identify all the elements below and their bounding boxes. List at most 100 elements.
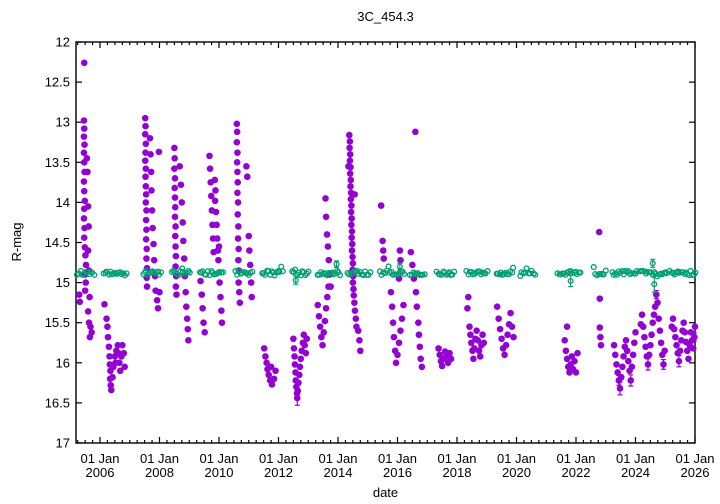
target-data-point [179, 219, 187, 226]
target-data-point [648, 331, 655, 339]
target-data-point [141, 157, 149, 164]
comparison-data-point [651, 281, 658, 288]
target-data-point [320, 329, 328, 336]
target-data-point [620, 353, 627, 360]
target-data-point [172, 252, 180, 260]
target-data-point [200, 319, 207, 327]
target-data-point [314, 301, 322, 309]
y-tick-label: 14 [56, 195, 70, 210]
target-data-point [447, 355, 455, 363]
target-data-point [84, 203, 92, 210]
target-data-point [243, 173, 251, 181]
comparison-data-point [305, 268, 312, 275]
target-data-point [83, 154, 91, 162]
target-data-point [493, 303, 501, 310]
target-data-point [213, 221, 220, 229]
target-data-point [438, 362, 446, 370]
comparison-data-point [484, 268, 491, 275]
target-data-point [631, 339, 638, 347]
target-data-point [180, 255, 188, 262]
target-data-point [464, 304, 471, 312]
target-data-point [268, 381, 276, 388]
target-data-point [348, 227, 356, 235]
target-data-point [80, 117, 88, 124]
target-data-point [351, 191, 358, 198]
target-data-point [415, 331, 423, 339]
comparison-data-point [149, 268, 156, 275]
target-data-point [473, 327, 480, 335]
target-data-point [108, 386, 115, 394]
target-data-point [379, 247, 387, 254]
target-data-point [357, 347, 364, 355]
target-data-point [199, 304, 206, 312]
target-data-point [673, 341, 680, 349]
target-data-point [101, 300, 108, 308]
target-data-point [270, 375, 278, 383]
target-data-point [572, 369, 580, 376]
comparison-data-point [602, 267, 609, 274]
comparison-data-point [396, 263, 403, 270]
target-data-point [683, 347, 691, 355]
x-tick-label-year: 2026 [681, 465, 710, 480]
x-tick-label: 01 Jan [199, 451, 238, 466]
comparison-data-point [590, 264, 597, 271]
target-data-point [475, 347, 483, 355]
target-data-point [171, 203, 179, 211]
target-data-point [143, 245, 151, 253]
target-data-point [82, 261, 90, 269]
target-data-point [171, 165, 178, 173]
target-data-point [416, 343, 424, 351]
comparison-data-point [299, 268, 306, 275]
x-tick-label: 01 Jan [437, 451, 476, 466]
target-data-point [649, 319, 657, 327]
target-data-point [149, 224, 156, 232]
target-data-point [81, 287, 89, 294]
target-data-point [685, 355, 692, 363]
target-data-point [400, 301, 407, 309]
target-data-point [407, 248, 415, 256]
target-data-point [246, 261, 254, 269]
target-data-point [80, 125, 88, 132]
target-data-point [80, 215, 88, 222]
y-tick-label: 14.5 [45, 235, 70, 250]
target-data-point [346, 144, 353, 152]
target-data-point [235, 256, 242, 264]
target-data-point [142, 191, 150, 198]
target-data-point [211, 197, 219, 205]
target-data-point [171, 194, 179, 201]
x-tick-label-year: 2022 [562, 465, 591, 480]
comparison-data-point [337, 272, 344, 279]
target-data-point [235, 279, 242, 286]
comparison-data-point [219, 269, 226, 276]
comparison-data-point [123, 270, 130, 277]
target-data-point [498, 335, 505, 343]
target-data-point [76, 298, 84, 306]
comparison-data-point [279, 268, 286, 275]
target-data-point [296, 363, 304, 371]
target-data-point [171, 144, 178, 152]
target-data-point [398, 315, 406, 322]
target-data-point [198, 291, 206, 298]
target-data-point [86, 293, 93, 301]
target-data-point [82, 279, 90, 286]
target-data-point [80, 59, 88, 67]
target-data-point [142, 199, 150, 206]
target-data-point [617, 373, 625, 381]
target-data-point [142, 183, 150, 190]
target-data-point [691, 323, 699, 331]
target-data-point [215, 243, 223, 250]
target-data-point [109, 373, 116, 381]
target-data-point [597, 333, 604, 341]
x-tick-label: 01 Jan [318, 451, 357, 466]
target-data-point [613, 361, 620, 368]
target-data-point [614, 369, 621, 376]
target-data-point [379, 237, 386, 245]
target-data-point [178, 199, 186, 206]
target-data-point [141, 114, 149, 122]
target-data-point [681, 329, 689, 336]
target-data-point [147, 168, 155, 176]
target-data-point [233, 159, 241, 166]
target-data-point [142, 216, 150, 224]
target-data-point [233, 128, 241, 136]
comparison-data-point [649, 260, 656, 267]
